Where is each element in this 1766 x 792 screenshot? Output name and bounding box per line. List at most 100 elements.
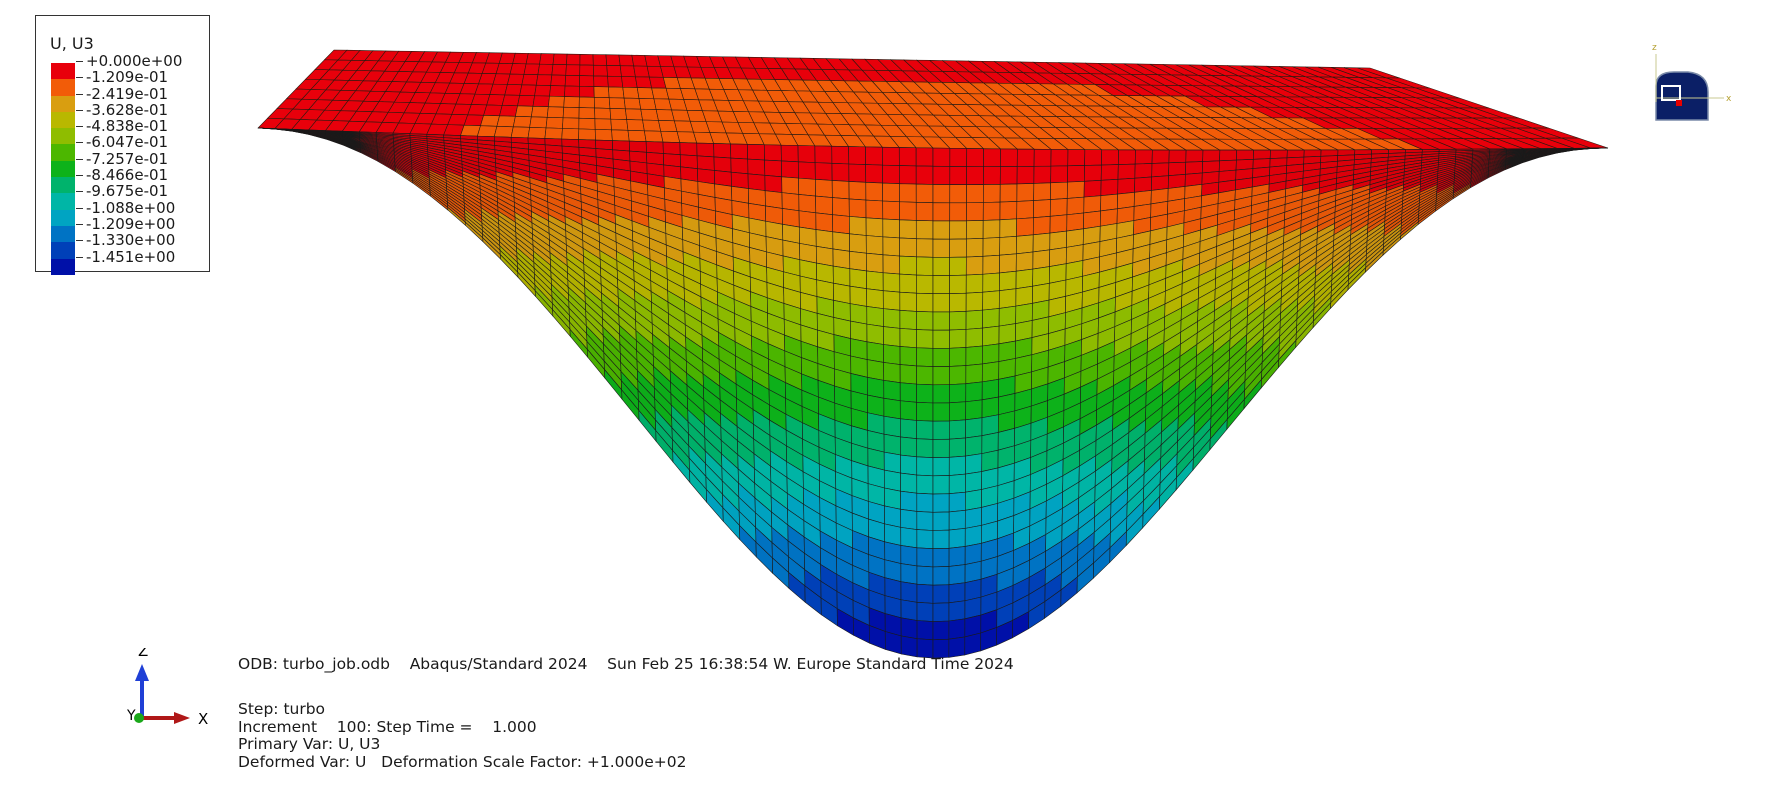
mesh-element — [1032, 216, 1051, 236]
mesh-element — [899, 400, 917, 421]
mesh-element — [899, 364, 917, 385]
mesh-element — [882, 290, 901, 311]
mesh-element — [865, 164, 883, 184]
mesh-element — [609, 108, 628, 120]
mesh-element — [999, 183, 1018, 203]
mesh-element — [883, 451, 901, 474]
mesh-element — [636, 87, 655, 100]
mesh-element — [899, 346, 917, 367]
legend-swatch — [51, 63, 75, 80]
mesh-element — [714, 170, 732, 187]
mesh-element — [899, 255, 917, 276]
mesh-element — [512, 52, 529, 65]
mesh-element — [1049, 214, 1068, 234]
mesh-element — [564, 85, 580, 98]
mesh-element — [815, 195, 833, 216]
mesh-element — [866, 270, 884, 292]
mesh-element — [948, 473, 966, 495]
mesh-element — [849, 216, 867, 236]
mesh-element — [798, 194, 817, 214]
mesh-element — [1236, 149, 1254, 161]
mesh-element — [546, 106, 565, 119]
mesh-element — [983, 184, 1001, 203]
mesh-element — [730, 143, 748, 160]
mesh-element — [578, 117, 596, 130]
mesh-element — [899, 273, 917, 294]
mesh-element — [489, 83, 508, 96]
legend-label: -7.257e-01 — [86, 149, 169, 168]
mesh-element — [966, 166, 984, 185]
mesh-element — [965, 381, 983, 403]
mesh-element — [612, 140, 630, 152]
mesh-element — [679, 154, 698, 170]
mesh-element — [578, 107, 596, 119]
mesh-element — [579, 53, 594, 66]
mesh-element — [1303, 149, 1322, 158]
legend-swatch — [51, 128, 75, 145]
mesh-element — [1032, 232, 1051, 253]
mesh-element — [832, 197, 850, 217]
mesh-element — [949, 365, 967, 385]
mesh-element — [865, 199, 884, 220]
mesh-element — [883, 415, 901, 438]
mesh-element — [949, 383, 967, 404]
mesh-element — [529, 116, 548, 129]
mesh-element — [798, 210, 817, 230]
mesh-element — [900, 545, 918, 567]
mesh-element — [900, 418, 917, 440]
mesh-element — [763, 144, 782, 162]
mesh-element — [916, 311, 934, 331]
mesh-element — [949, 166, 967, 185]
legend-tick — [76, 223, 83, 225]
mesh-element — [1185, 161, 1203, 175]
mesh-element — [1033, 148, 1052, 167]
mesh-element — [998, 340, 1016, 362]
mesh-element — [849, 250, 867, 272]
mesh-element — [780, 144, 799, 163]
mesh-element — [764, 190, 783, 209]
mesh-element — [932, 256, 950, 276]
mesh-element — [949, 184, 967, 204]
mesh-element — [496, 115, 516, 128]
mesh-element — [900, 635, 918, 658]
mesh-element — [848, 198, 867, 219]
mesh-element — [848, 146, 866, 165]
legend-tick — [76, 109, 83, 111]
mesh-element — [504, 84, 523, 96]
mesh-element — [530, 105, 549, 118]
mesh-element — [663, 153, 681, 168]
mesh-element — [1032, 249, 1051, 270]
mesh-element — [545, 116, 564, 129]
mesh-element — [865, 146, 883, 166]
legend-label: -8.466e-01 — [86, 166, 169, 185]
mesh-element — [916, 274, 934, 295]
legend-tick — [76, 256, 83, 258]
mesh-element — [883, 397, 901, 420]
deformed-var-line: Deformed Var: U Deformation Scale Factor… — [238, 753, 687, 771]
mesh-element — [509, 63, 527, 75]
mesh-element — [832, 248, 851, 270]
mesh-element — [883, 326, 901, 347]
mesh-element — [965, 417, 983, 439]
mesh-element — [916, 420, 934, 440]
mesh-element — [539, 53, 555, 65]
mesh-element — [964, 632, 982, 656]
mesh-element — [610, 118, 629, 131]
mesh-element — [1168, 161, 1187, 177]
view-cube-icon[interactable]: z x — [1650, 42, 1740, 122]
mesh-element — [915, 201, 934, 222]
mesh-element — [916, 238, 934, 258]
mesh-element — [900, 527, 918, 549]
mesh-element — [631, 54, 648, 67]
mesh-element — [998, 305, 1017, 327]
legend-title: U, U3 — [50, 34, 94, 53]
mesh-element — [815, 229, 834, 250]
mesh-element — [1101, 149, 1119, 166]
mesh-element — [916, 583, 934, 604]
mesh-element — [849, 233, 867, 254]
mesh-element — [932, 165, 951, 185]
mesh-element — [867, 376, 885, 399]
mesh-element — [814, 145, 833, 164]
mesh-element — [948, 546, 966, 567]
